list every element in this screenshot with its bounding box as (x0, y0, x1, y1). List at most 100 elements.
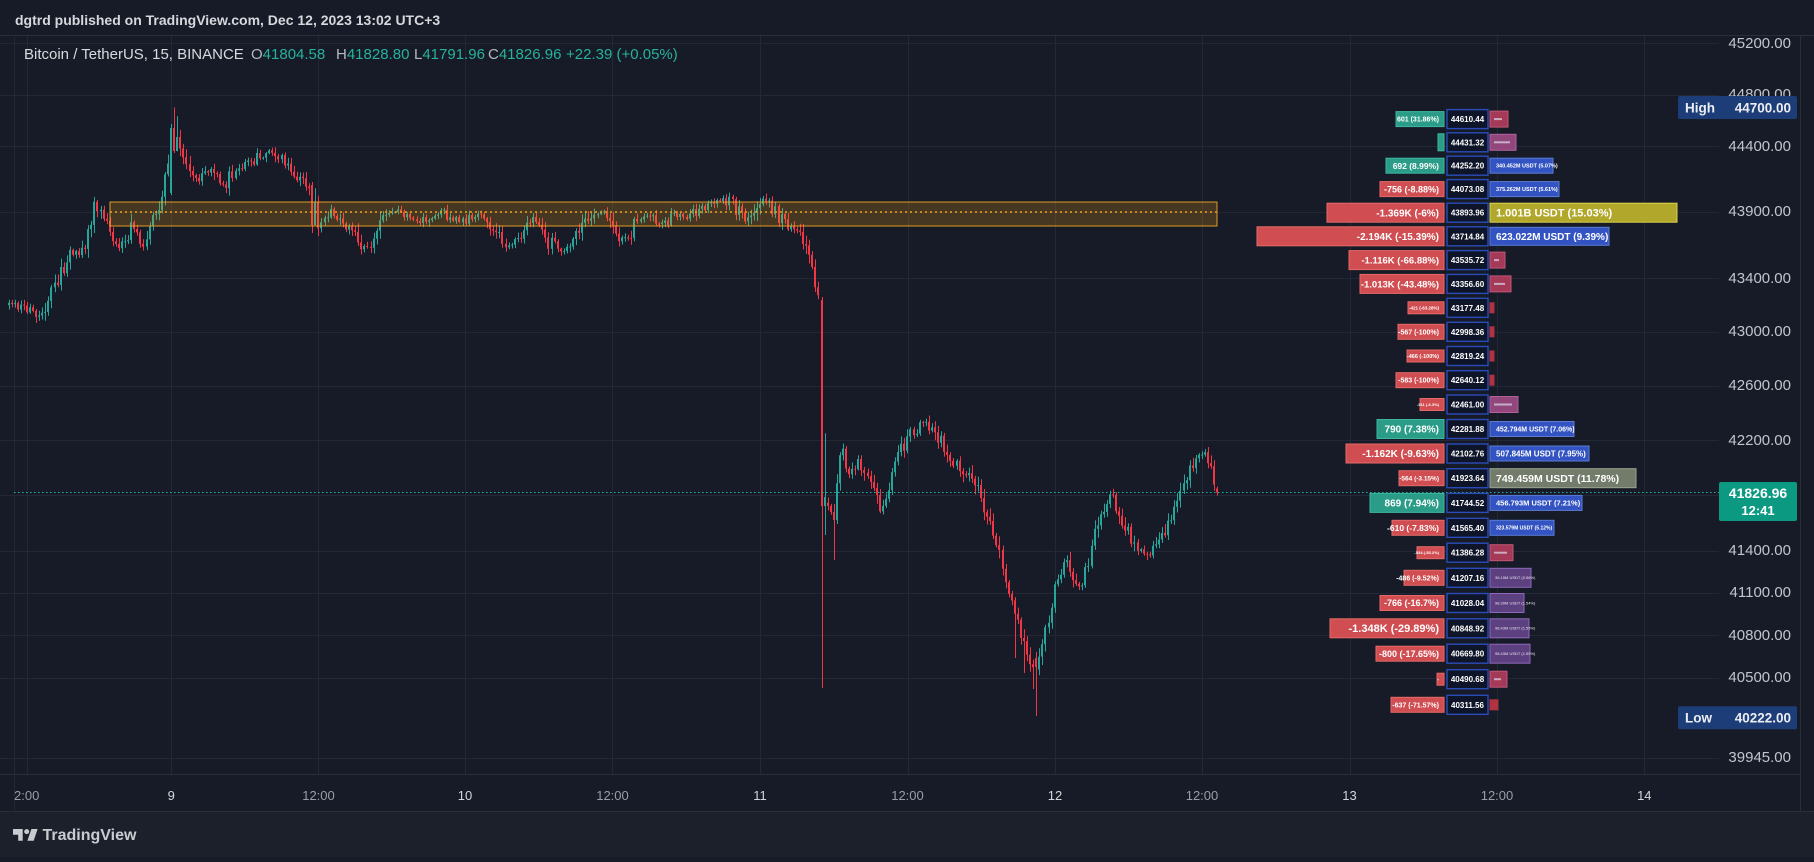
svg-text:1.001B USDT (15.03%): 1.001B USDT (15.03%) (1496, 208, 1612, 220)
svg-text:42461.00: 42461.00 (1451, 401, 1485, 410)
svg-text:41400.00: 41400.00 (1728, 542, 1791, 559)
svg-text:507.845M USDT (7.95%): 507.845M USDT (7.95%) (1496, 449, 1586, 458)
svg-text:Bitcoin / TetherUS, 15, BINANC: Bitcoin / TetherUS, 15, BINANCE (24, 46, 244, 63)
svg-text:-637 (-71.57%): -637 (-71.57%) (1392, 702, 1439, 709)
svg-text:12:41: 12:41 (1741, 503, 1774, 518)
svg-text:43356.60: 43356.60 (1451, 280, 1485, 289)
svg-text:12:00: 12:00 (596, 788, 629, 803)
svg-text:749.459M USDT (11.78%): 749.459M USDT (11.78%) (1496, 473, 1619, 485)
svg-text:-466 (-100%): -466 (-100%) (1407, 354, 1439, 360)
svg-text:+22.39 (+0.05%): +22.39 (+0.05%) (566, 46, 678, 63)
svg-text:869 (7.94%): 869 (7.94%) (1385, 499, 1439, 510)
svg-text:-564 (-3.15%): -564 (-3.15%) (1399, 476, 1439, 483)
svg-text:12:00: 12:00 (891, 788, 924, 803)
svg-text:10: 10 (458, 788, 472, 803)
svg-text:41386.28: 41386.28 (1451, 549, 1485, 558)
svg-text:40669.80: 40669.80 (1451, 650, 1485, 659)
svg-text:C41826.96: C41826.96 (488, 46, 561, 63)
svg-text:39945.00: 39945.00 (1728, 749, 1791, 766)
svg-text:45200.00: 45200.00 (1728, 35, 1791, 52)
svg-text:9: 9 (168, 788, 175, 803)
svg-text:42200.00: 42200.00 (1728, 432, 1791, 449)
svg-text:42102.76: 42102.76 (1451, 450, 1485, 459)
svg-text:98.43M USDT (1.55%): 98.43M USDT (1.55%) (1495, 651, 1536, 656)
svg-text:44610.44: 44610.44 (1451, 115, 1485, 124)
svg-text:40848.92: 40848.92 (1451, 624, 1485, 633)
svg-text:-1.348K (-29.89%): -1.348K (-29.89%) (1349, 623, 1440, 635)
svg-text:Low: Low (1685, 711, 1712, 726)
svg-text:98.39M USDT (1.54%): 98.39M USDT (1.54%) (1495, 600, 1536, 605)
svg-text:44431.32: 44431.32 (1451, 138, 1485, 147)
svg-text:456.793M USDT (7.21%): 456.793M USDT (7.21%) (1496, 499, 1581, 508)
svg-text:601 (31.86%): 601 (31.86%) (1397, 117, 1439, 124)
svg-text:TradingView: TradingView (43, 827, 138, 844)
svg-text:452.794M USDT (7.06%): 452.794M USDT (7.06%) (1496, 427, 1575, 434)
svg-text:High: High (1685, 101, 1715, 116)
svg-text:-756 (-8.88%): -756 (-8.88%) (1384, 184, 1439, 194)
svg-text:11: 11 (753, 788, 767, 803)
svg-text:43177.48: 43177.48 (1451, 304, 1485, 313)
svg-text:-610 (-7.83%): -610 (-7.83%) (1387, 523, 1439, 533)
svg-text:41744.52: 41744.52 (1451, 499, 1485, 508)
svg-text:-766 (-16.7%): -766 (-16.7%) (1384, 598, 1439, 608)
svg-text:14: 14 (1637, 788, 1651, 803)
svg-text:41923.64: 41923.64 (1451, 474, 1485, 483)
svg-text:-567 (-100%): -567 (-100%) (1398, 329, 1439, 336)
svg-text:40311.56: 40311.56 (1451, 701, 1484, 710)
svg-text:40490.68: 40490.68 (1451, 675, 1485, 684)
svg-text:623.022M USDT (9.39%): 623.022M USDT (9.39%) (1496, 232, 1608, 243)
svg-text:40222.00: 40222.00 (1735, 711, 1791, 726)
svg-text:43714.84: 43714.84 (1451, 232, 1485, 241)
svg-text:2:00: 2:00 (14, 788, 39, 803)
svg-text:43400.00: 43400.00 (1728, 270, 1791, 287)
svg-text:323.579M USDT (5.12%): 323.579M USDT (5.12%) (1496, 526, 1552, 532)
svg-text:-1.116K (-66.88%): -1.116K (-66.88%) (1361, 256, 1439, 267)
svg-text:375.262M USDT (5.61%): 375.262M USDT (5.61%) (1496, 187, 1558, 193)
svg-text:13: 13 (1342, 788, 1356, 803)
svg-text:40500.00: 40500.00 (1728, 669, 1791, 686)
svg-text:-511 (-6.3%): -511 (-6.3%) (1417, 402, 1440, 407)
svg-text:-1.013K (-43.48%): -1.013K (-43.48%) (1361, 279, 1439, 290)
svg-text:340.452M USDT (5.07%): 340.452M USDT (5.07%) (1496, 164, 1558, 170)
svg-text:-486 (-9.52%): -486 (-9.52%) (1396, 575, 1439, 582)
svg-text:790 (7.38%): 790 (7.38%) (1385, 425, 1439, 436)
svg-text:98.43M USDT (1.55%): 98.43M USDT (1.55%) (1495, 626, 1536, 631)
svg-text:43535.72: 43535.72 (1451, 256, 1485, 265)
svg-text:42600.00: 42600.00 (1728, 377, 1791, 394)
svg-text:-583 (-100%): -583 (-100%) (1398, 378, 1439, 385)
svg-text:-1.369K (-6%): -1.369K (-6%) (1376, 208, 1439, 219)
svg-text:12:00: 12:00 (302, 788, 335, 803)
svg-text:O41804.58: O41804.58 (251, 46, 325, 63)
svg-text:12: 12 (1048, 788, 1062, 803)
svg-text:41826.96: 41826.96 (1729, 485, 1788, 501)
svg-text:12:00: 12:00 (1481, 788, 1514, 803)
svg-text:692 (8.99%): 692 (8.99%) (1393, 161, 1439, 171)
svg-text:41028.04: 41028.04 (1451, 599, 1485, 608)
svg-text:H41828.80: H41828.80 (336, 46, 409, 63)
svg-text:40800.00: 40800.00 (1728, 627, 1791, 644)
svg-text:-800 (-17.65%): -800 (-17.65%) (1379, 649, 1439, 659)
svg-text:-534 (-53.2%): -534 (-53.2%) (1415, 550, 1440, 555)
svg-text:dgtrd published on TradingView: dgtrd published on TradingView.com, Dec … (15, 12, 440, 28)
svg-text:12:00: 12:00 (1186, 788, 1219, 803)
svg-text:44700.00: 44700.00 (1735, 101, 1791, 116)
svg-text:44400.00: 44400.00 (1728, 138, 1791, 155)
svg-text:-1.162K (-9.63%): -1.162K (-9.63%) (1362, 449, 1439, 460)
svg-text:42819.24: 42819.24 (1451, 352, 1485, 361)
svg-text:44073.08: 44073.08 (1451, 185, 1485, 194)
svg-text:-2.194K (-15.39%): -2.194K (-15.39%) (1357, 232, 1439, 243)
svg-text:41565.40: 41565.40 (1451, 524, 1485, 533)
svg-text:43893.96: 43893.96 (1451, 209, 1485, 218)
svg-text:43900.00: 43900.00 (1728, 203, 1791, 220)
svg-text:42998.36: 42998.36 (1451, 328, 1485, 337)
svg-text:42640.12: 42640.12 (1451, 376, 1485, 385)
svg-text:44252.20: 44252.20 (1451, 162, 1485, 171)
svg-text:41207.16: 41207.16 (1451, 574, 1485, 583)
svg-text:-421 (-63.28%): -421 (-63.28%) (1409, 305, 1440, 310)
svg-text:41100.00: 41100.00 (1730, 584, 1791, 601)
svg-text:L41791.96: L41791.96 (414, 46, 485, 63)
svg-text:-: - (1437, 677, 1439, 683)
svg-text:36.15M USDT (0.56%): 36.15M USDT (0.56%) (1495, 575, 1536, 580)
svg-text:42281.88: 42281.88 (1451, 425, 1485, 434)
svg-text:43000.00: 43000.00 (1728, 323, 1791, 340)
